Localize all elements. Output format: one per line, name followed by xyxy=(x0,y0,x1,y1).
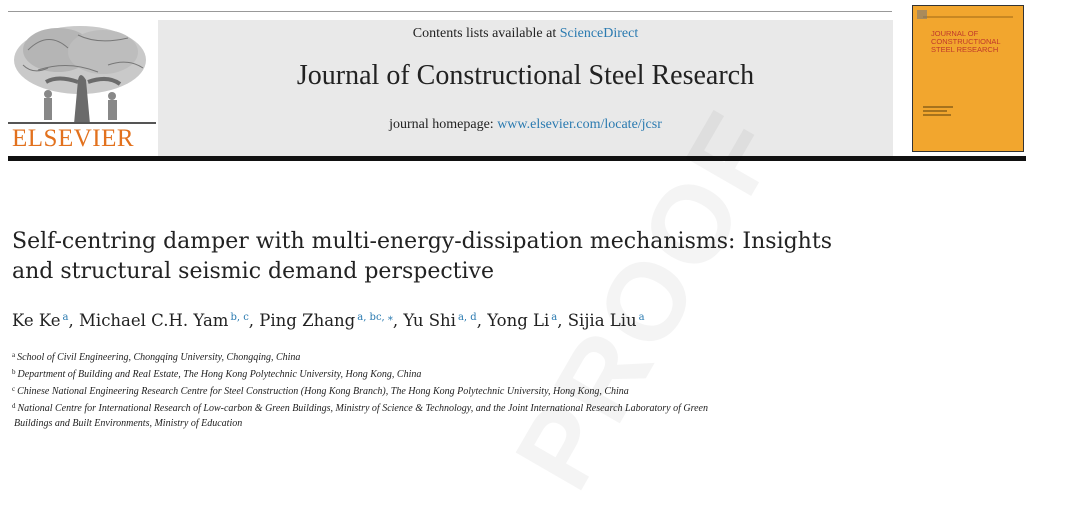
publisher-name: ELSEVIER xyxy=(12,125,135,152)
author-name[interactable]: Yu Shi xyxy=(403,311,456,330)
affiliation-mark: a xyxy=(12,351,16,359)
affiliation-item: a School of Civil Engineering, Chongqing … xyxy=(12,349,1062,364)
elsevier-logo[interactable] xyxy=(8,20,156,156)
article-title-line: and structural seismic demand perspectiv… xyxy=(12,259,495,284)
affiliation-text: School of Civil Engineering, Chongqing U… xyxy=(17,352,301,363)
header-rule xyxy=(8,156,1026,161)
affiliation-mark: c xyxy=(12,385,16,393)
affiliation-sup[interactable]: a xyxy=(638,312,645,323)
journal-banner xyxy=(158,20,893,156)
affiliation-text: Chinese National Engineering Research Ce… xyxy=(17,386,629,397)
author-separator: , xyxy=(557,311,568,330)
article-title: Self-centring damper with multi-energy-d… xyxy=(12,227,952,287)
affiliation-item: Buildings and Built Environments, Minist… xyxy=(12,415,1062,430)
homepage-link[interactable]: www.elsevier.com/locate/jcsr xyxy=(497,117,662,132)
cover-art-icon xyxy=(913,6,1023,151)
cover-title-line: JOURNAL OF xyxy=(931,29,979,38)
affiliation-sup[interactable]: b, c xyxy=(230,312,249,323)
affiliation-item: c Chinese National Engineering Research C… xyxy=(12,383,1062,398)
author-list: Ke Ke a, Michael C.H. Yam b, c, Ping Zhang… xyxy=(12,311,1052,330)
author-separator: , xyxy=(476,311,488,330)
affiliation-mark: d xyxy=(12,402,16,410)
affiliation-sup[interactable]: a xyxy=(551,312,558,323)
author-separator: , xyxy=(392,311,404,330)
affiliation-sup[interactable]: a, d xyxy=(457,312,477,323)
affiliation-text: Department of Building and Real Estate, … xyxy=(17,369,422,380)
affiliation-text: Buildings and Built Environments, Minist… xyxy=(14,418,243,429)
homepage-prefix: journal homepage: xyxy=(389,117,498,132)
journal-title: Journal of Constructional Steel Research xyxy=(296,60,755,91)
contents-prefix: Contents lists available at xyxy=(412,26,560,41)
homepage-line: journal homepage: www.elsevier.com/locat… xyxy=(158,117,893,133)
affiliation-item: b Department of Building and Real Estate,… xyxy=(12,366,1062,381)
tree-icon xyxy=(8,26,156,124)
article-title-line: Self-centring damper with multi-energy-d… xyxy=(12,229,832,254)
affiliation-sup[interactable]: a xyxy=(62,312,69,323)
author-name[interactable]: Michael C.H. Yam xyxy=(79,311,229,330)
author-separator: , xyxy=(68,311,80,330)
affiliation-item: d National Centre for International Resea… xyxy=(12,400,1062,415)
affiliation-sup[interactable]: a, bc, ⁎ xyxy=(357,312,393,323)
journal-cover-thumbnail[interactable] xyxy=(912,5,1024,152)
contents-line: Contents lists available at ScienceDirec… xyxy=(158,26,893,42)
sciencedirect-link[interactable]: ScienceDirect xyxy=(559,26,639,41)
header-top-line xyxy=(8,11,892,12)
author-separator: , xyxy=(248,311,260,330)
cover-title-line: STEEL RESEARCH xyxy=(931,45,999,54)
cover-title-line: CONSTRUCTIONAL xyxy=(931,37,1001,46)
affiliation-text: National Centre for International Resear… xyxy=(17,403,708,414)
cover-journal-title: JOURNAL OF CONSTRUCTIONAL STEEL RESEARCH xyxy=(931,30,1021,54)
author-name[interactable]: Ping Zhang xyxy=(259,311,356,330)
author-name[interactable]: Sijia Liu xyxy=(567,311,637,330)
author-name[interactable]: Yong Li xyxy=(487,311,550,330)
affiliation-mark: b xyxy=(12,368,16,376)
author-name[interactable]: Ke Ke xyxy=(12,311,61,330)
